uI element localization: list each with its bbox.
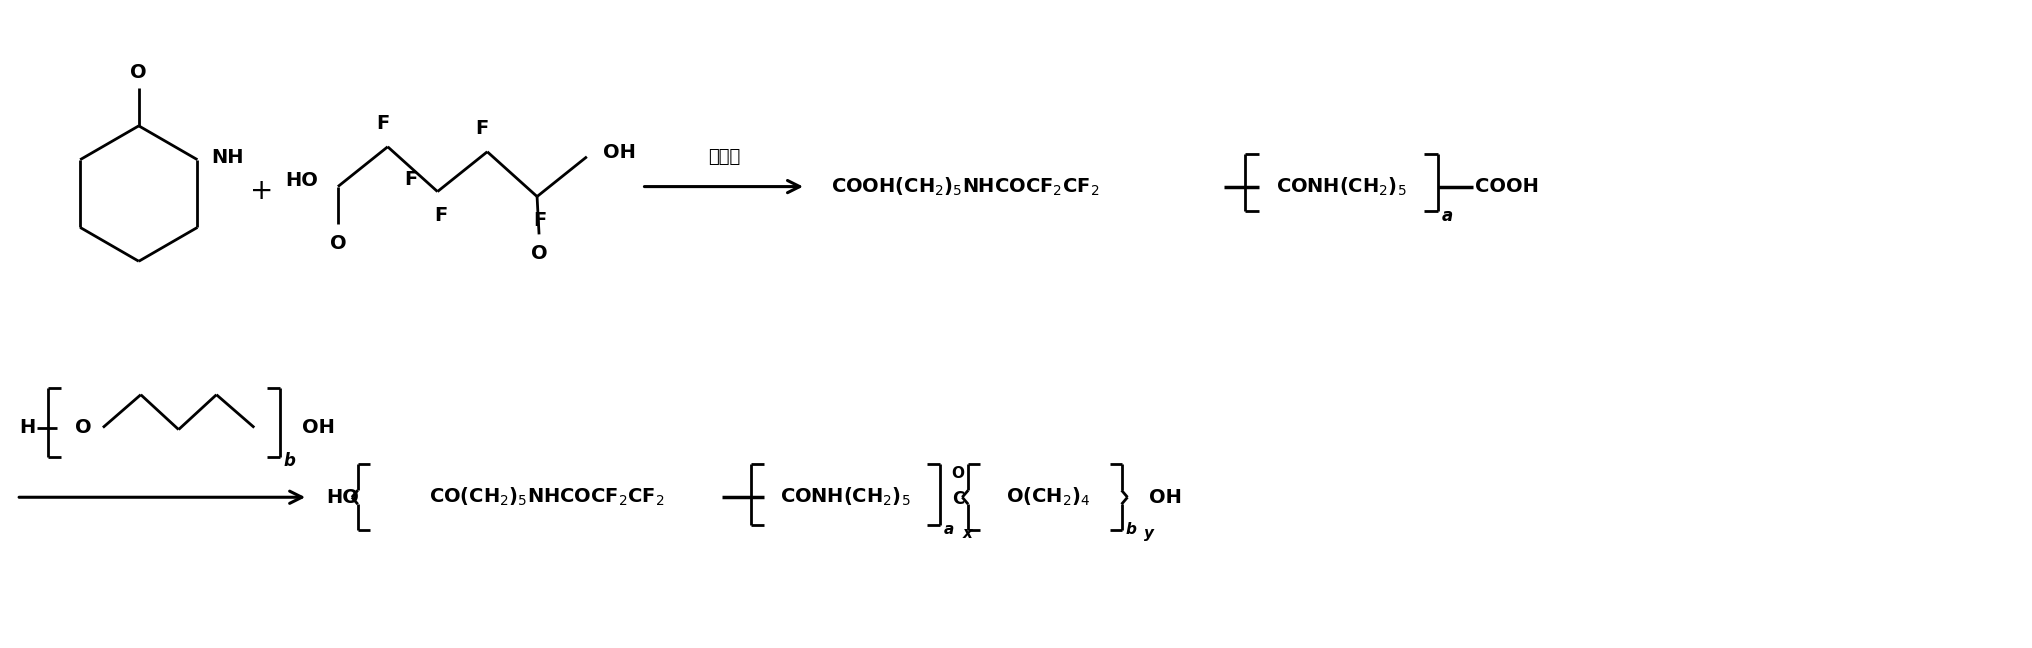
- Text: F: F: [376, 114, 390, 133]
- Text: +: +: [250, 176, 272, 205]
- Text: O: O: [951, 466, 965, 481]
- Text: b: b: [282, 452, 295, 470]
- Text: CO(CH$_2$)$_5$NHCOCF$_2$CF$_2$: CO(CH$_2$)$_5$NHCOCF$_2$CF$_2$: [429, 486, 664, 509]
- Text: COOH(CH$_2$)$_5$NHCOCF$_2$CF$_2$: COOH(CH$_2$)$_5$NHCOCF$_2$CF$_2$: [831, 176, 1099, 198]
- Text: O: O: [130, 63, 146, 82]
- Text: OH: OH: [1150, 488, 1183, 507]
- Text: O: O: [530, 244, 547, 263]
- Text: O: O: [329, 234, 345, 253]
- Text: HO: HO: [284, 171, 317, 190]
- Text: F: F: [404, 170, 417, 189]
- Text: OH: OH: [303, 418, 335, 437]
- Text: NH: NH: [211, 148, 244, 167]
- Text: F: F: [435, 206, 447, 225]
- Text: H: H: [18, 418, 35, 437]
- Text: O(CH$_2$)$_4$: O(CH$_2$)$_4$: [1006, 486, 1089, 509]
- Text: y: y: [1144, 526, 1154, 540]
- Text: 浓硫酸: 浓硫酸: [707, 148, 740, 166]
- Text: F: F: [534, 211, 547, 230]
- Text: a: a: [943, 522, 953, 537]
- Text: HO: HO: [325, 488, 360, 507]
- Text: OH: OH: [604, 143, 636, 162]
- Text: CONH(CH$_2$)$_5$: CONH(CH$_2$)$_5$: [1276, 176, 1406, 198]
- Text: b: b: [1126, 522, 1136, 537]
- Text: a: a: [1443, 207, 1453, 226]
- Text: F: F: [475, 119, 490, 138]
- Text: x: x: [963, 526, 971, 540]
- Text: COOH: COOH: [1475, 177, 1538, 196]
- Text: CONH(CH$_2$)$_5$: CONH(CH$_2$)$_5$: [780, 486, 910, 509]
- Text: C: C: [953, 491, 965, 508]
- Text: O: O: [75, 418, 91, 437]
